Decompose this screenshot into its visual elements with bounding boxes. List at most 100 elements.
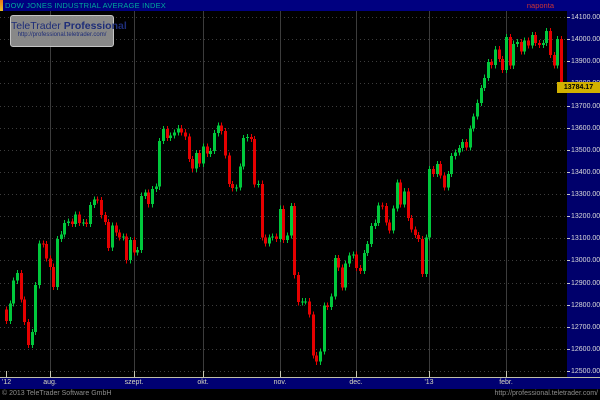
candle[interactable] [12, 277, 15, 307]
candle[interactable] [469, 125, 472, 151]
candle[interactable] [337, 255, 340, 271]
candle[interactable] [388, 219, 391, 234]
candle[interactable] [23, 296, 26, 326]
candle[interactable] [213, 130, 216, 154]
candle[interactable] [96, 196, 99, 204]
candle[interactable] [56, 236, 59, 291]
candle[interactable] [476, 99, 479, 120]
candle[interactable] [261, 180, 264, 241]
candle[interactable] [523, 37, 526, 55]
candle[interactable] [239, 163, 242, 191]
candle[interactable] [341, 264, 344, 291]
candle[interactable] [275, 233, 278, 243]
candle[interactable] [516, 38, 519, 47]
candle[interactable] [253, 135, 256, 188]
candle[interactable] [107, 219, 110, 251]
candle[interactable] [315, 352, 318, 365]
candle[interactable] [282, 205, 285, 243]
candle[interactable] [297, 272, 300, 306]
candle[interactable] [111, 222, 114, 251]
candle[interactable] [326, 302, 329, 311]
candle[interactable] [27, 319, 30, 349]
candle[interactable] [421, 236, 424, 278]
candle[interactable] [279, 205, 282, 243]
candle[interactable] [188, 133, 191, 163]
candle[interactable] [155, 183, 158, 193]
candle[interactable] [31, 328, 34, 349]
candle[interactable] [352, 251, 355, 259]
candle[interactable] [242, 135, 245, 170]
candle[interactable] [308, 298, 311, 318]
candle[interactable] [472, 113, 475, 132]
candle[interactable] [454, 149, 457, 160]
candle[interactable] [16, 269, 19, 284]
candle[interactable] [396, 179, 399, 212]
candle[interactable] [450, 153, 453, 177]
candle[interactable] [290, 202, 293, 239]
candle[interactable] [458, 145, 461, 156]
candle[interactable] [425, 234, 428, 278]
candle[interactable] [512, 40, 515, 69]
candle[interactable] [465, 138, 468, 151]
candle[interactable] [118, 229, 121, 241]
candle[interactable] [38, 240, 41, 289]
candle[interactable] [49, 255, 52, 270]
candle[interactable] [334, 255, 337, 300]
candle[interactable] [71, 218, 74, 227]
candle[interactable] [370, 222, 373, 248]
candle[interactable] [169, 132, 172, 142]
candle[interactable] [202, 143, 205, 167]
candle[interactable] [228, 152, 231, 188]
candlestick-chart[interactable] [0, 11, 567, 377]
candle[interactable] [122, 233, 125, 241]
candle[interactable] [20, 269, 23, 303]
candle[interactable] [527, 37, 530, 49]
candle[interactable] [542, 40, 545, 49]
candle[interactable] [42, 240, 45, 248]
candle[interactable] [377, 202, 380, 226]
candle[interactable] [344, 260, 347, 291]
candle[interactable] [385, 203, 388, 226]
candle[interactable] [100, 197, 103, 219]
candle[interactable] [505, 33, 508, 73]
candle[interactable] [534, 31, 537, 46]
candle[interactable] [45, 241, 48, 262]
candle[interactable] [180, 125, 183, 136]
candle[interactable] [494, 46, 497, 69]
candle[interactable] [374, 219, 377, 230]
candle[interactable] [133, 237, 136, 256]
candle[interactable] [63, 219, 66, 238]
candle[interactable] [355, 251, 358, 271]
candle[interactable] [545, 28, 548, 47]
candle[interactable] [363, 249, 366, 275]
candle[interactable] [34, 282, 37, 336]
candle[interactable] [191, 155, 194, 172]
candle[interactable] [198, 149, 201, 167]
candle[interactable] [60, 231, 63, 243]
candle[interactable] [509, 33, 512, 69]
candle[interactable] [93, 196, 96, 209]
candle[interactable] [78, 211, 81, 227]
candle[interactable] [224, 128, 227, 159]
candle[interactable] [286, 232, 289, 243]
candle[interactable] [268, 234, 271, 247]
candle[interactable] [520, 38, 523, 55]
candle[interactable] [144, 189, 147, 199]
candle[interactable] [235, 184, 238, 192]
candle[interactable] [136, 246, 139, 256]
candle[interactable] [403, 188, 406, 208]
candle[interactable] [264, 234, 267, 247]
candle[interactable] [177, 125, 180, 136]
candle[interactable] [414, 226, 417, 239]
candle[interactable] [410, 215, 413, 233]
candle[interactable] [447, 170, 450, 191]
candle[interactable] [399, 179, 402, 208]
candle[interactable] [417, 231, 420, 243]
candle[interactable] [125, 233, 128, 264]
candle[interactable] [257, 180, 260, 188]
candle[interactable] [560, 35, 563, 90]
candle[interactable] [553, 51, 556, 69]
candle[interactable] [293, 202, 296, 279]
candle[interactable] [173, 129, 176, 139]
candle[interactable] [312, 311, 315, 359]
